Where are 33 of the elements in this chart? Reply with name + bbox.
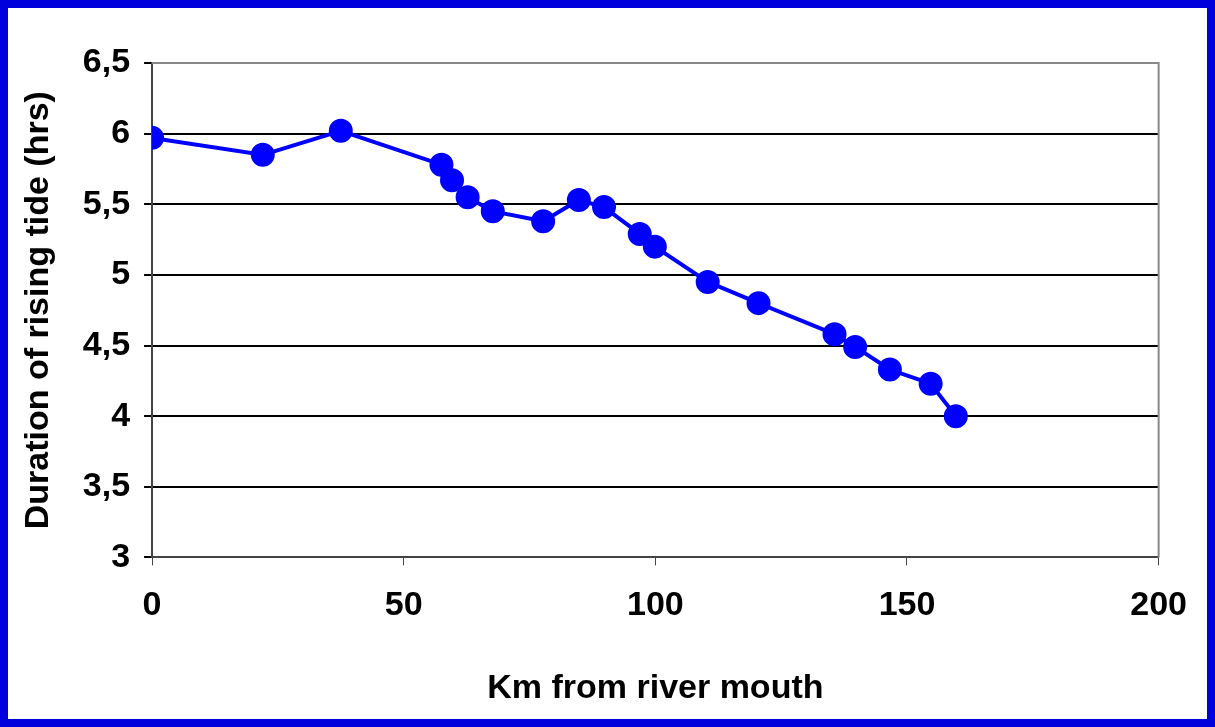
x-tick-label: 0 xyxy=(142,584,162,623)
point xyxy=(455,185,480,210)
point xyxy=(440,168,465,193)
point xyxy=(746,291,771,316)
point xyxy=(250,142,275,167)
point xyxy=(531,209,556,234)
x-tick-label: 200 xyxy=(1130,584,1187,623)
y-tick-label: 6 xyxy=(111,112,131,150)
x-tick-label: 100 xyxy=(626,584,684,623)
point xyxy=(566,188,591,213)
point xyxy=(822,322,847,347)
y-tick-label: 5,5 xyxy=(82,182,131,221)
point xyxy=(843,334,868,359)
point xyxy=(943,404,968,429)
point xyxy=(429,152,454,177)
x-tick-label: 150 xyxy=(878,584,936,623)
point xyxy=(695,269,720,294)
x-axis-title: Km from river mouth xyxy=(487,666,824,705)
point xyxy=(480,199,505,224)
y-tick-label: 4,5 xyxy=(82,323,131,362)
y-tick-label: 6,5 xyxy=(82,41,131,80)
y-tick-label: 3,5 xyxy=(82,465,131,504)
x-tick-label: 50 xyxy=(384,584,423,623)
point xyxy=(592,195,617,220)
point xyxy=(918,371,943,396)
y-tick-label: 4 xyxy=(111,394,131,433)
y-axis-title: Duration of rising tide (hrs) xyxy=(16,91,55,530)
y-tick-label: 3 xyxy=(111,535,131,574)
point xyxy=(877,357,902,382)
point xyxy=(328,118,353,143)
point xyxy=(642,234,667,259)
y-tick-label: 5 xyxy=(111,253,131,292)
point xyxy=(627,221,652,246)
